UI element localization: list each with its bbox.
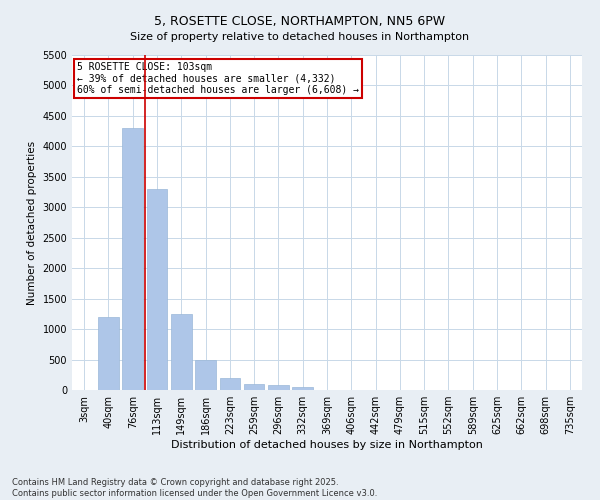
Bar xyxy=(292,387,313,390)
Y-axis label: Number of detached properties: Number of detached properties xyxy=(27,140,37,304)
Bar xyxy=(122,128,143,390)
Bar xyxy=(220,378,240,390)
Bar xyxy=(244,384,265,390)
Text: 5 ROSETTE CLOSE: 103sqm
← 39% of detached houses are smaller (4,332)
60% of semi: 5 ROSETTE CLOSE: 103sqm ← 39% of detache… xyxy=(77,62,359,95)
Text: Size of property relative to detached houses in Northampton: Size of property relative to detached ho… xyxy=(130,32,470,42)
Bar xyxy=(268,385,289,390)
X-axis label: Distribution of detached houses by size in Northampton: Distribution of detached houses by size … xyxy=(171,440,483,450)
Bar xyxy=(195,360,216,390)
Bar xyxy=(146,189,167,390)
Bar xyxy=(171,314,191,390)
Bar xyxy=(98,317,119,390)
Text: 5, ROSETTE CLOSE, NORTHAMPTON, NN5 6PW: 5, ROSETTE CLOSE, NORTHAMPTON, NN5 6PW xyxy=(154,15,446,28)
Text: Contains HM Land Registry data © Crown copyright and database right 2025.
Contai: Contains HM Land Registry data © Crown c… xyxy=(12,478,377,498)
